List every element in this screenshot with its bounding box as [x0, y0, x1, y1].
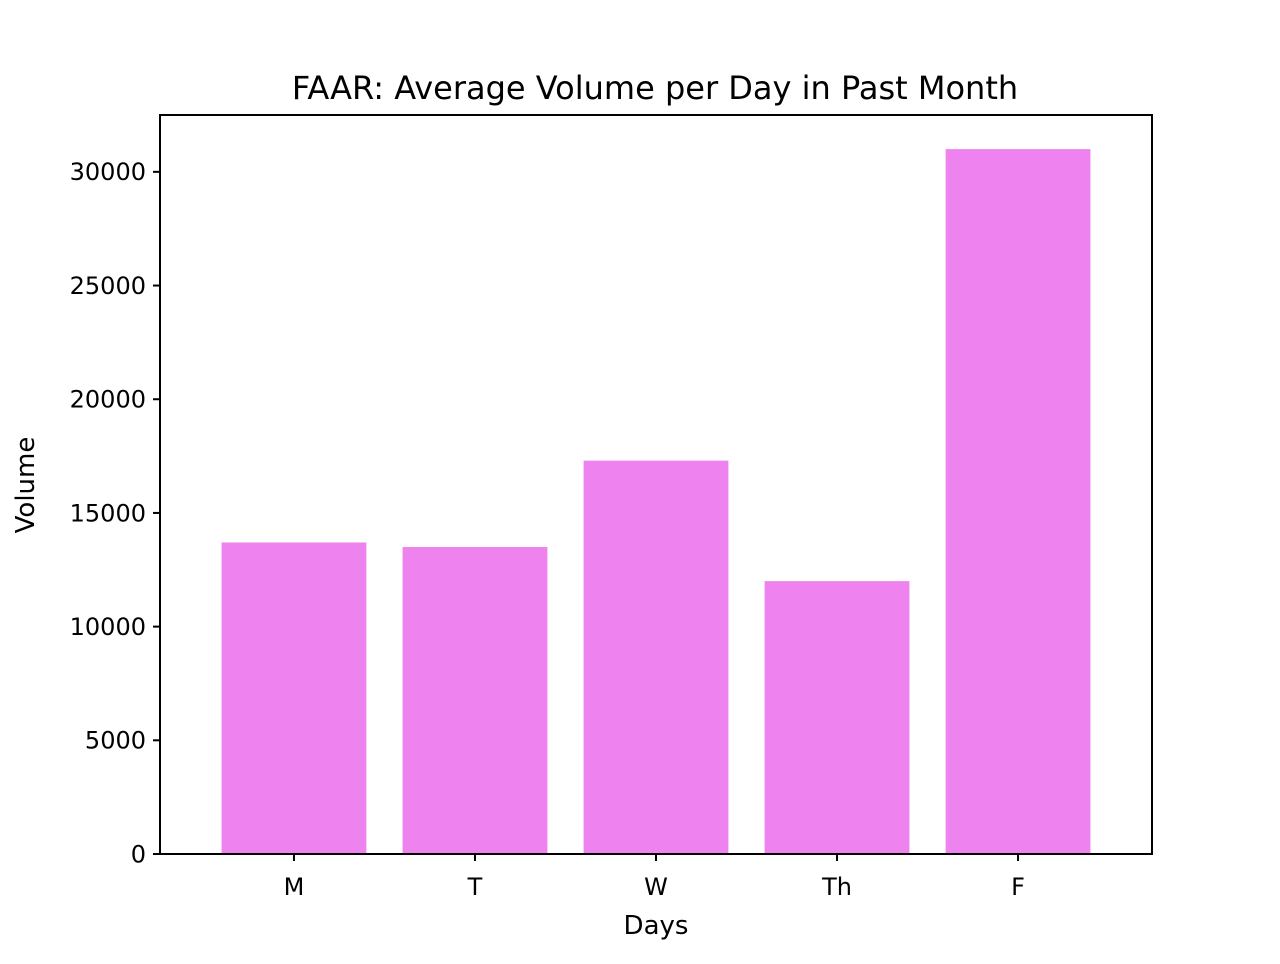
- chart-title: FAAR: Average Volume per Day in Past Mon…: [292, 69, 1018, 107]
- y-tick-label: 5000: [85, 727, 146, 755]
- x-tick-label: F: [1011, 873, 1025, 901]
- x-axis-ticks: M T W Th F: [284, 854, 1025, 901]
- bar-f: [945, 149, 1091, 855]
- y-tick-label: 30000: [70, 158, 146, 186]
- y-axis-ticks: 0 5000 10000 15000 20000 25000 30000: [70, 158, 160, 868]
- plot-frame: [159, 114, 1153, 855]
- bar-w: [583, 460, 729, 854]
- y-tick-label: 15000: [70, 499, 146, 527]
- y-tick-label: 0: [131, 840, 146, 868]
- x-axis-label: Days: [624, 911, 689, 941]
- bars-layer: [221, 149, 1091, 855]
- x-tick-label: W: [644, 873, 668, 901]
- x-tick-label: Th: [821, 873, 852, 901]
- bar-m: [221, 542, 367, 854]
- y-axis-label: Volume: [11, 437, 41, 534]
- bar-th: [764, 581, 910, 854]
- y-tick-label: 20000: [70, 386, 146, 414]
- x-tick-label: T: [467, 873, 483, 901]
- bar-t: [402, 547, 548, 854]
- y-tick-label: 10000: [70, 613, 146, 641]
- x-tick-label: M: [284, 873, 305, 901]
- y-tick-label: 25000: [70, 272, 146, 300]
